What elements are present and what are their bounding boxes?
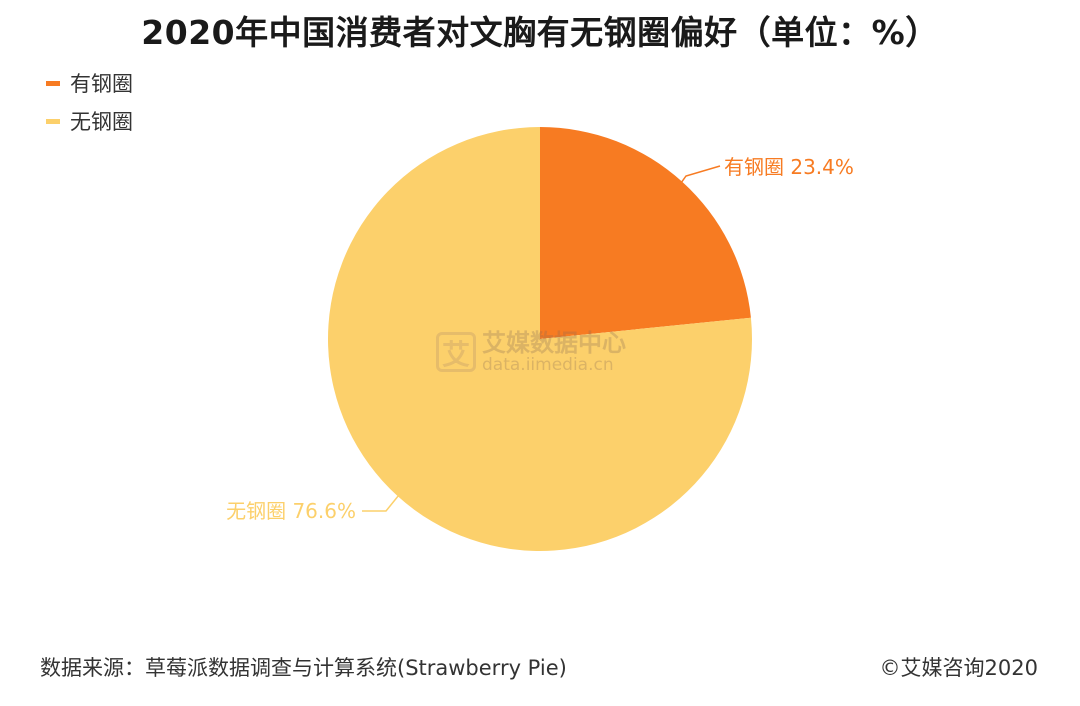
chart-title: 2020年中国消费者对文胸有无钢圈偏好（单位：%）	[141, 13, 939, 52]
chart-legend: 有钢圈 无钢圈	[46, 64, 133, 140]
legend-item-wire-free[interactable]: 无钢圈	[46, 102, 133, 140]
data-source-note: 数据来源：草莓派数据调查与计算系统(Strawberry Pie)	[40, 656, 567, 680]
leader-line-1	[362, 494, 400, 512]
pie-slice-1[interactable]	[328, 127, 752, 551]
legend-swatch-wire-free	[46, 118, 60, 124]
watermark-name: 艾媒数据中心	[482, 329, 626, 357]
pie-slice-0[interactable]	[540, 127, 751, 339]
data-label-1: 无钢圈 76.6%	[226, 499, 356, 523]
legend-label: 无钢圈	[70, 110, 133, 134]
legend-swatch-with-wire	[46, 80, 60, 86]
leader-line-0	[680, 165, 721, 184]
copyright-note: ©艾媒咨询2020	[879, 656, 1038, 680]
watermark-url: data.iimedia.cn	[482, 355, 614, 375]
legend-item-with-wire[interactable]: 有钢圈	[46, 64, 133, 102]
watermark: 艾 艾媒数据中心 data.iimedia.cn	[436, 330, 626, 374]
legend-label: 有钢圈	[70, 72, 133, 96]
data-label-0: 有钢圈 23.4%	[724, 155, 854, 179]
watermark-logo: 艾	[436, 332, 476, 372]
